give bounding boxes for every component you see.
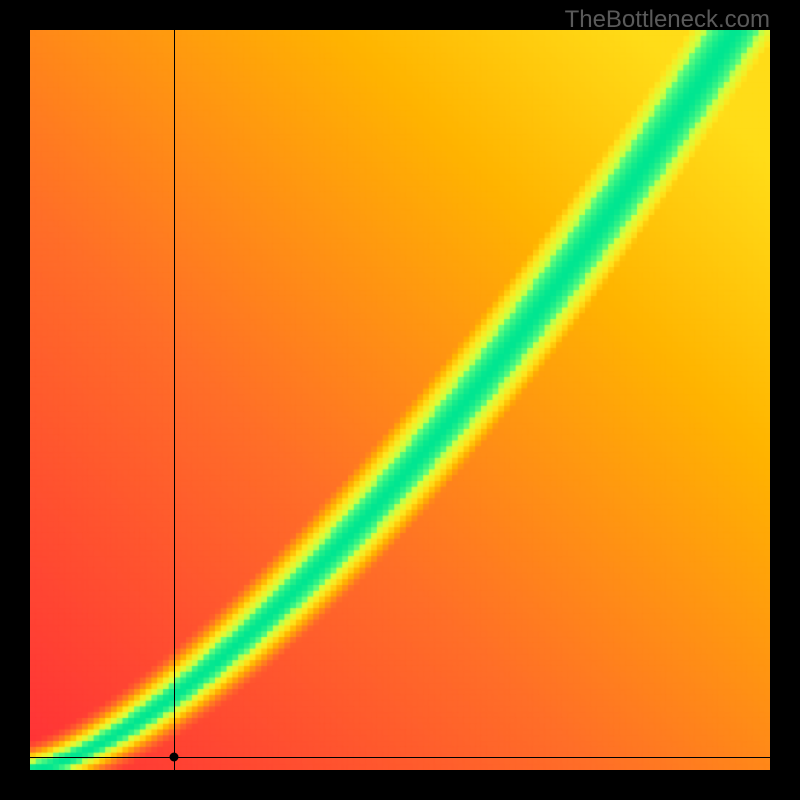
heatmap-canvas xyxy=(30,30,770,770)
watermark-text: TheBottleneck.com xyxy=(565,6,770,34)
crosshair-dot xyxy=(170,753,179,762)
chart-frame: TheBottleneck.com xyxy=(0,0,800,800)
crosshair-vertical xyxy=(174,30,175,770)
crosshair-horizontal xyxy=(30,757,770,758)
heatmap-plot xyxy=(30,30,770,770)
